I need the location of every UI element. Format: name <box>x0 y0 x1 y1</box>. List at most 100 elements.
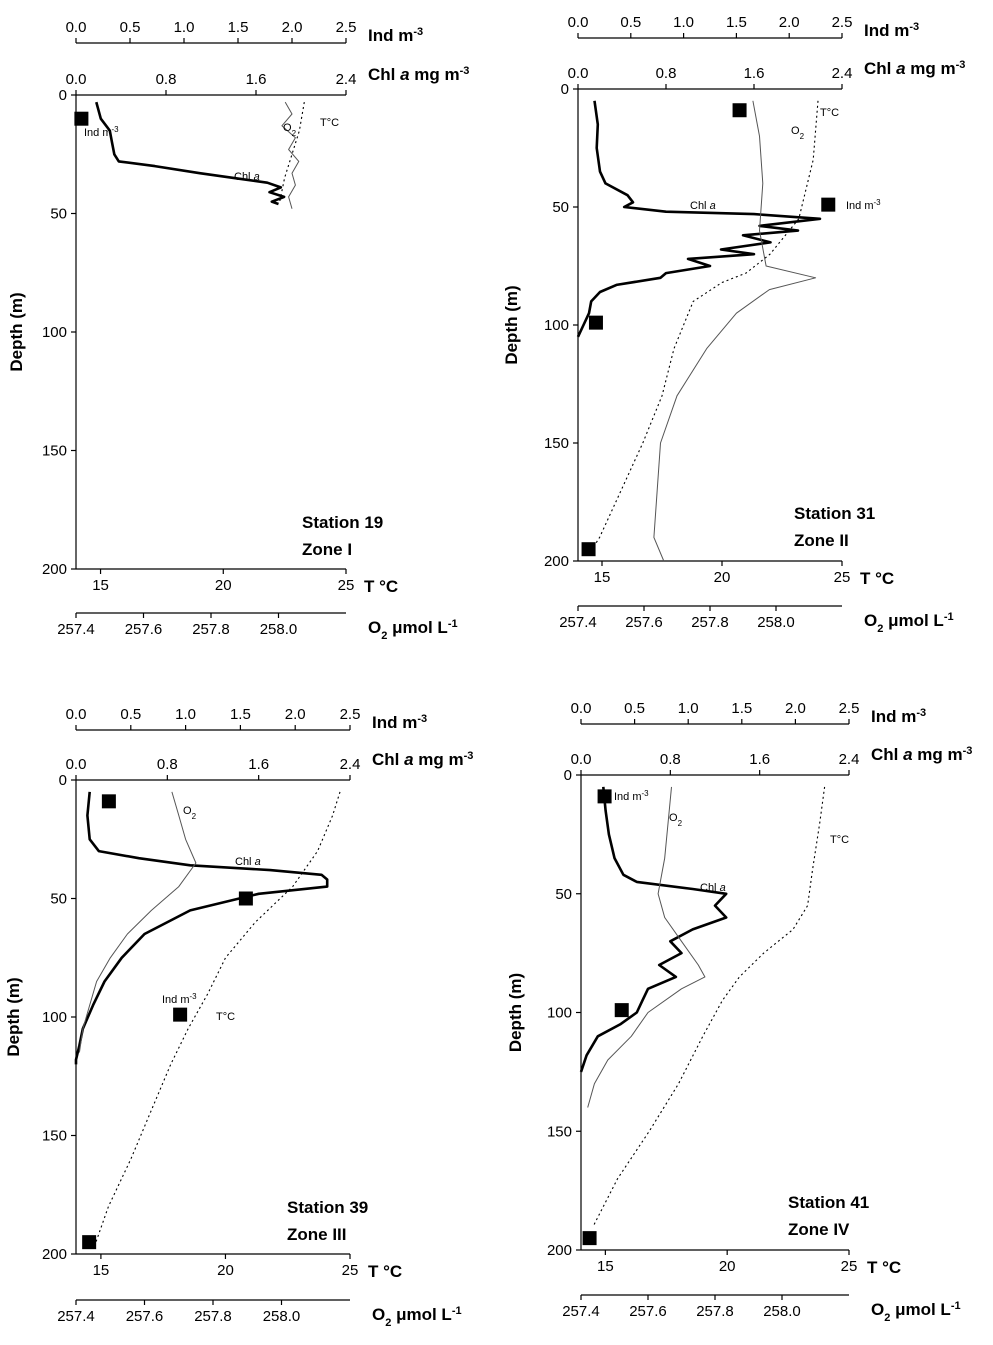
chl-a-label: Chl a <box>235 856 261 868</box>
station-label: Station 19 <box>302 513 383 532</box>
temperature-line <box>279 102 305 202</box>
zone-label: Zone I <box>302 540 352 559</box>
o2-line <box>653 100 817 562</box>
o2-axis-title: O2 μmol L-1 <box>864 611 954 635</box>
depth-axis-title: Depth (m) <box>502 285 521 364</box>
station-panel: 0 50 100 150 200 0.0 0.5 1.0 1.5 2.0 2.5 0.0 0.8 1.6 2… <box>502 14 965 635</box>
station-label: Station 31 <box>794 504 875 523</box>
ind-marker <box>821 197 836 212</box>
chl-tick-label: 0.8 <box>156 71 177 88</box>
temperature-label: T°C <box>320 117 339 129</box>
ind-tick-label: 1.0 <box>673 14 694 31</box>
ind-axis-title: Ind m-3 <box>372 713 427 732</box>
depth-tick-label: 150 <box>42 443 67 460</box>
o2-tick-label: 257.8 <box>194 1308 232 1325</box>
ind-label: Ind m-3 <box>614 789 649 804</box>
depth-tick-label: 150 <box>544 435 569 452</box>
ind-tick-label: 1.0 <box>174 19 195 36</box>
o2-axis-title: O2 μmol L-1 <box>871 1300 961 1324</box>
chl-tick-label: 2.4 <box>336 71 357 88</box>
chl-tick-label: 0.0 <box>66 71 87 88</box>
temp-tick-label: 20 <box>215 577 232 594</box>
chl-tick-label: 1.6 <box>248 756 269 773</box>
chl-tick-label: 0.8 <box>660 751 681 768</box>
ind-axis-title: Ind m-3 <box>864 21 919 40</box>
o2-tick-label: 258.0 <box>263 1308 301 1325</box>
chl-tick-label: 1.6 <box>744 65 765 82</box>
chl-a-line <box>579 786 728 1073</box>
zone-label: Zone II <box>794 531 849 550</box>
o2-label: O2 <box>669 812 683 828</box>
station-label: Station 41 <box>788 1193 869 1212</box>
temp-axis-title: T °C <box>867 1258 901 1277</box>
ind-tick-label: 2.0 <box>779 14 800 31</box>
o2-tick-label: 257.4 <box>559 614 597 631</box>
ind-label: Ind m-3 <box>846 198 881 213</box>
ind-marker <box>82 1235 97 1250</box>
depth-tick-label: 100 <box>42 324 67 341</box>
chl-tick-label: 2.4 <box>832 65 853 82</box>
temp-tick-label: 15 <box>92 577 109 594</box>
temp-tick-label: 25 <box>338 577 355 594</box>
ind-tick-label: 2.5 <box>832 14 853 31</box>
depth-axis-title: Depth (m) <box>506 973 525 1052</box>
temperature-label: T°C <box>216 1011 235 1023</box>
chl-a-label: Chl a <box>700 882 726 894</box>
temperature-line <box>587 100 819 557</box>
ind-marker <box>101 794 116 809</box>
depth-tick-label: 50 <box>555 886 572 903</box>
ind-marker <box>597 789 612 804</box>
o2-tick-label: 257.6 <box>629 1303 667 1320</box>
temp-axis-title: T °C <box>860 569 894 588</box>
ind-tick-label: 1.5 <box>731 700 752 717</box>
temperature-label: T°C <box>830 834 849 846</box>
o2-tick-label: 257.4 <box>562 1303 600 1320</box>
o2-axis-title: O2 μmol L-1 <box>372 1305 462 1329</box>
chl-tick-label: 0.0 <box>571 751 592 768</box>
chl-axis-title: Chl a mg m-3 <box>372 750 473 769</box>
o2-tick-label: 257.8 <box>696 1303 734 1320</box>
o2-label: O2 <box>791 125 805 141</box>
o2-tick-label: 257.6 <box>125 621 163 638</box>
chl-tick-label: 2.4 <box>340 756 361 773</box>
chl-tick-label: 0.8 <box>157 756 178 773</box>
ind-tick-label: 1.0 <box>678 700 699 717</box>
zone-label: Zone III <box>287 1225 347 1244</box>
temp-tick-label: 20 <box>217 1262 234 1279</box>
chl-tick-label: 0.8 <box>656 65 677 82</box>
ind-tick-label: 1.5 <box>726 14 747 31</box>
ind-label: Ind m-3 <box>162 992 197 1007</box>
temp-axis-title: T °C <box>368 1262 402 1281</box>
ind-tick-label: 2.0 <box>285 706 306 723</box>
chl-a-line <box>576 100 822 338</box>
ind-tick-label: 0.5 <box>624 700 645 717</box>
ind-tick-label: 0.5 <box>120 706 141 723</box>
ind-tick-label: 0.5 <box>120 19 141 36</box>
temp-tick-label: 20 <box>714 569 731 586</box>
ind-tick-label: 2.5 <box>839 700 860 717</box>
depth-tick-label: 50 <box>50 891 67 908</box>
chl-a-label: Chl a <box>690 200 716 212</box>
ind-label: Ind m-3 <box>84 125 119 140</box>
ind-marker <box>581 542 596 557</box>
ind-tick-label: 0.0 <box>571 700 592 717</box>
ind-tick-label: 1.5 <box>230 706 251 723</box>
depth-axis-title: Depth (m) <box>4 977 23 1056</box>
depth-tick-label: 100 <box>42 1009 67 1026</box>
depth-tick-label: 200 <box>42 561 67 578</box>
o2-line <box>78 791 197 1053</box>
depth-axis-title: Depth (m) <box>7 292 26 371</box>
ind-tick-label: 2.5 <box>340 706 361 723</box>
ind-tick-label: 1.0 <box>175 706 196 723</box>
ind-marker <box>74 111 89 126</box>
station-panel: 0 50 100 150 200 0.0 0.5 1.0 1.5 2.0 2.5 0.0 0.8 1.6 2… <box>7 19 469 642</box>
depth-tick-label: 0 <box>564 767 572 784</box>
depth-tick-label: 50 <box>552 199 569 216</box>
ind-marker <box>588 315 603 330</box>
ind-marker <box>614 1003 629 1018</box>
o2-axis-title: O2 μmol L-1 <box>368 618 458 642</box>
o2-tick-label: 258.0 <box>260 621 298 638</box>
chl-tick-label: 0.0 <box>568 65 589 82</box>
temp-tick-label: 15 <box>597 1258 614 1275</box>
